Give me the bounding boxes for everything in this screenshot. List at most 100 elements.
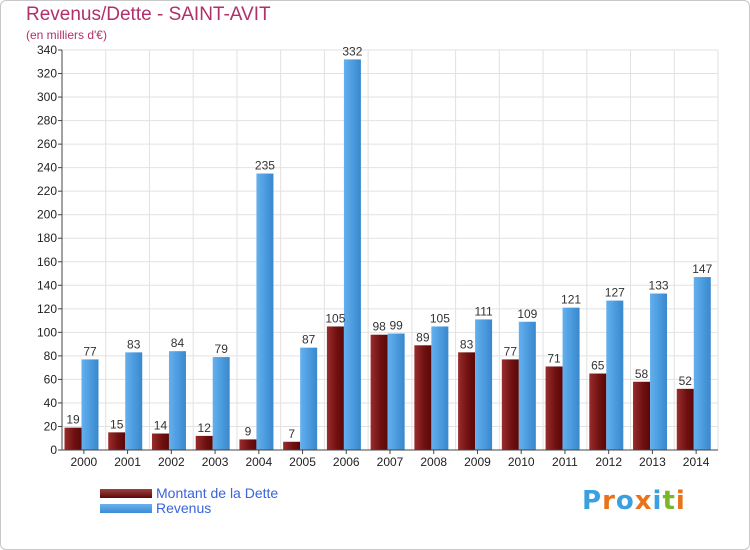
x-tick-label: 2014 <box>683 455 710 469</box>
bar-debt <box>414 345 432 450</box>
x-tick-label: 2003 <box>202 455 229 469</box>
data-label-revenue: 332 <box>342 44 362 58</box>
y-tick-label: 300 <box>37 90 57 104</box>
data-label-revenue: 105 <box>430 311 450 325</box>
data-label-revenue: 109 <box>517 307 537 321</box>
data-label-debt: 89 <box>416 330 430 344</box>
y-tick-label: 180 <box>37 231 57 245</box>
bar-debt <box>151 433 169 450</box>
data-label-debt: 12 <box>198 421 212 435</box>
bar-revenue <box>125 352 143 450</box>
logo-letter: o <box>615 486 635 516</box>
data-label-revenue: 87 <box>302 333 316 347</box>
legend-swatch-debt <box>100 489 152 498</box>
bar-debt <box>589 373 607 450</box>
data-label-debt: 65 <box>591 359 605 373</box>
bar-revenue <box>562 307 580 450</box>
bar-debt <box>326 326 344 450</box>
bar-debt <box>283 441 301 450</box>
data-label-revenue: 235 <box>255 159 275 173</box>
y-tick-label: 120 <box>37 302 57 316</box>
y-tick-label: 320 <box>37 67 57 81</box>
data-label-debt: 98 <box>372 320 386 334</box>
data-label-revenue: 147 <box>692 262 712 276</box>
bar-debt <box>501 359 519 450</box>
bar-revenue <box>693 277 711 450</box>
bar-revenue <box>518 321 536 450</box>
bar-revenue <box>343 59 361 450</box>
y-tick-label: 280 <box>37 114 57 128</box>
bar-revenue <box>81 359 99 450</box>
data-label-revenue: 121 <box>561 293 581 307</box>
y-tick-label: 60 <box>44 372 58 386</box>
bar-revenue <box>168 351 186 450</box>
bar-revenue <box>475 319 493 450</box>
data-label-revenue: 111 <box>474 304 493 318</box>
data-label-debt: 77 <box>504 344 518 358</box>
legend-label-debt: Montant de la Dette <box>156 485 279 501</box>
x-tick-label: 2008 <box>420 455 447 469</box>
logo-letter: P <box>582 486 603 516</box>
data-label-revenue: 127 <box>605 286 625 300</box>
x-tick-label: 2012 <box>595 455 622 469</box>
y-tick-label: 0 <box>50 443 57 457</box>
x-tick-label: 2006 <box>333 455 360 469</box>
data-label-revenue: 133 <box>649 279 669 293</box>
data-label-debt: 19 <box>66 413 80 427</box>
legend-label-revenue: Revenus <box>156 500 212 516</box>
data-label-revenue: 77 <box>83 344 97 358</box>
data-label-debt: 9 <box>245 424 252 438</box>
x-tick-label: 2013 <box>639 455 666 469</box>
bar-revenue <box>650 293 668 450</box>
data-label-debt: 15 <box>110 417 124 431</box>
data-label-debt: 105 <box>325 311 345 325</box>
x-tick-label: 2002 <box>158 455 185 469</box>
x-tick-label: 2001 <box>114 455 141 469</box>
x-tick-label: 2007 <box>377 455 404 469</box>
data-label-debt: 58 <box>635 367 649 381</box>
data-label-revenue: 84 <box>171 336 185 350</box>
data-label-debt: 52 <box>679 374 693 388</box>
bar-revenue <box>431 326 449 450</box>
data-label-revenue: 83 <box>127 337 141 351</box>
y-tick-label: 80 <box>44 349 58 363</box>
proxiti-logo: Proxiti <box>582 486 686 516</box>
chart-title: Revenus/Dette - SAINT-AVIT <box>26 4 271 25</box>
y-tick-label: 40 <box>44 396 58 410</box>
bar-debt <box>633 381 651 450</box>
y-tick-label: 140 <box>37 278 57 292</box>
bar-revenue <box>256 173 274 450</box>
bar-revenue <box>606 300 624 450</box>
bar-debt <box>370 334 388 450</box>
bar-debt <box>545 366 563 450</box>
data-label-debt: 71 <box>547 351 561 365</box>
y-tick-label: 240 <box>37 161 57 175</box>
x-tick-label: 2011 <box>552 455 578 469</box>
x-tick-label: 2005 <box>289 455 316 469</box>
logo-letter: t <box>662 486 676 516</box>
legend-swatch-revenue <box>100 504 152 513</box>
bar-debt <box>108 432 126 450</box>
bar-debt <box>64 427 82 450</box>
y-tick-label: 200 <box>37 208 57 222</box>
bar-revenue <box>300 347 318 450</box>
bar-revenue <box>387 333 405 450</box>
data-label-debt: 14 <box>154 419 168 433</box>
logo-letter: i <box>675 486 686 516</box>
logo-letter: r <box>602 486 616 516</box>
x-tick-label: 2010 <box>508 455 535 469</box>
y-tick-label: 20 <box>44 419 58 433</box>
bar-debt <box>676 388 694 450</box>
bar-debt <box>239 439 257 450</box>
logo-letter: i <box>652 486 663 516</box>
y-tick-label: 220 <box>37 184 57 198</box>
y-tick-label: 260 <box>37 137 57 151</box>
bar-debt <box>458 352 476 450</box>
data-label-debt: 83 <box>460 337 474 351</box>
bar-debt <box>195 435 213 450</box>
data-label-debt: 7 <box>288 427 295 441</box>
logo-letter: x <box>634 486 653 516</box>
y-tick-label: 100 <box>37 325 57 339</box>
